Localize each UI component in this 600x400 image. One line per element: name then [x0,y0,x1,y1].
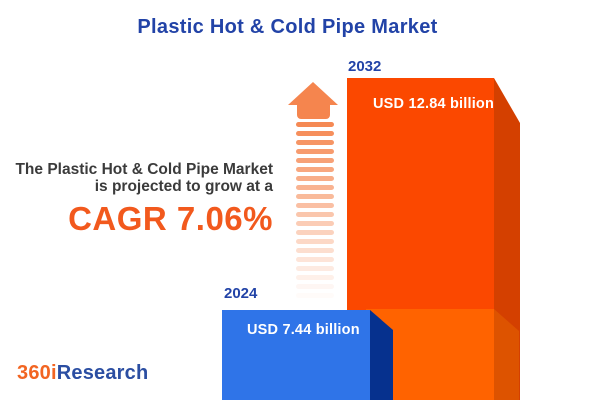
bar-2024-value-label: USD 7.44 billion [247,322,360,338]
arrow-stripe [296,140,334,145]
arrow-head-icon [288,82,338,105]
arrow-stripes [296,122,334,302]
logo-research: Research [56,362,149,384]
arrow-stripe [296,176,334,181]
bar-2024-side [370,310,393,400]
arrow-stripe [296,194,334,199]
arrow-stripe [296,230,334,235]
logo: 360iResearch [17,362,148,385]
arrow-stripe [296,149,334,154]
logo-360i: 360i [17,362,57,384]
arrow-stripe [296,257,334,262]
arrow-stripe [296,284,334,289]
arrow-stripe [296,275,334,280]
bar-2032-year-label: 2032 [348,58,382,75]
arrow-stripe [296,212,334,217]
arrow-stripe [296,167,334,172]
arrow-stripe [296,266,334,271]
tagline-line-2: is projected to grow at a [94,178,273,195]
arrow-stem [297,104,330,119]
arrow-stripe [296,293,334,298]
tagline: The Plastic Hot & Cold Pipe Market is pr… [0,161,273,238]
arrow-stripe [296,239,334,244]
arrow-stripe [296,158,334,163]
bar-2032-value-label: USD 12.84 billion [373,96,495,112]
bar-2024-face [222,310,370,400]
page-title: Plastic Hot & Cold Pipe Market [137,16,438,38]
cagr-value: CAGR 7.06% [68,200,273,237]
arrow-stripe [296,131,334,136]
arrow-stripe [296,185,334,190]
arrow-stripe [296,221,334,226]
arrow-stripe [296,203,334,208]
arrow-stripe [296,122,334,127]
arrow-stripe [296,248,334,253]
bar-2024-year-label: 2024 [224,285,258,302]
tagline-line-1: The Plastic Hot & Cold Pipe Market [15,161,273,178]
